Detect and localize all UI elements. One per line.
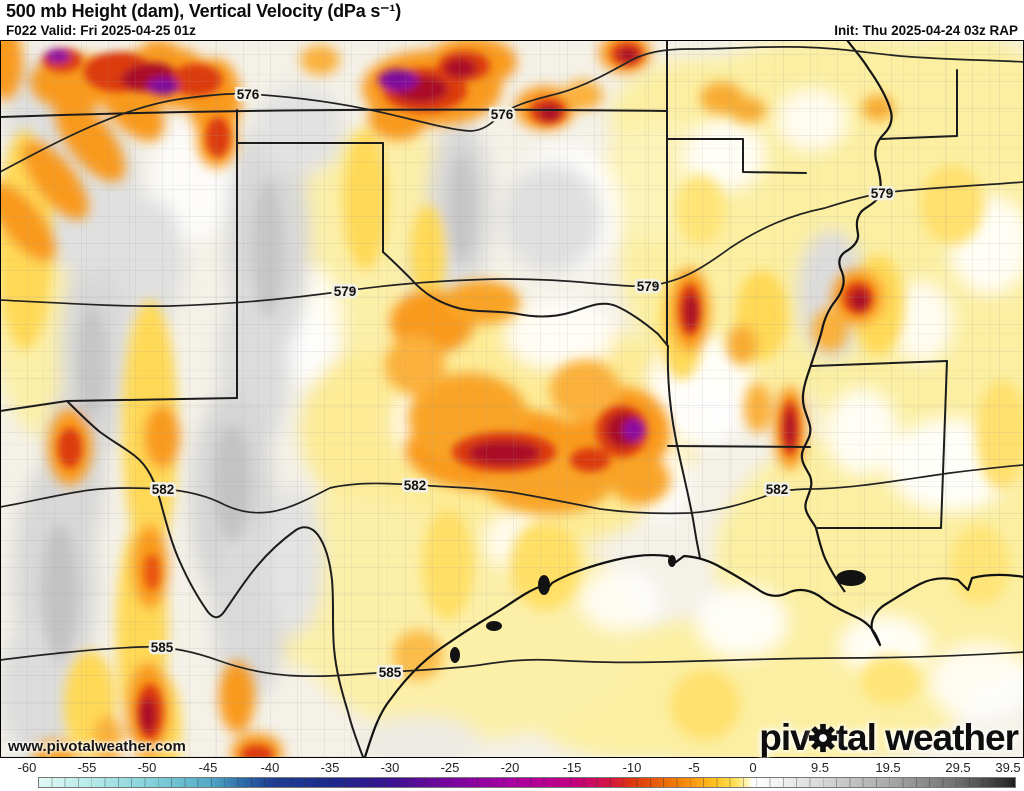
pivotal-weather-logo: piv ta (759, 714, 1019, 762)
colorbar-tick: -45 (198, 760, 218, 775)
colorbar-tick: 0 (749, 760, 757, 775)
colorbar-tick: -55 (77, 760, 97, 775)
colorbar-gradient (38, 777, 1016, 788)
mississippi-river (800, 41, 893, 593)
colorbar-tick: -25 (440, 760, 460, 775)
colorbar-tick: -5 (688, 760, 700, 775)
contour-label-576: 576 (237, 87, 260, 102)
contour-label-582: 582 (766, 482, 789, 497)
height-contours (1, 45, 1023, 678)
coastal-lakes (450, 555, 866, 663)
contour-585 (1, 646, 1023, 678)
state-borders (1, 41, 958, 757)
contour-576 (1, 45, 1023, 173)
colorbar-tick: 9.5 (810, 760, 830, 775)
colorbar-tick: 19.5 (875, 760, 901, 775)
colorbar-tick: 39.5 (995, 760, 1021, 775)
map-title: 500 mb Height (dam), Vertical Velocity (… (6, 1, 402, 21)
init-time: Init: Thu 2025-04-24 03z RAP (834, 23, 1018, 38)
contour-label-579: 579 (871, 186, 894, 201)
logo-text-piv: piv (759, 717, 810, 758)
gear-icon (808, 720, 838, 762)
contour-label-585: 585 (151, 640, 174, 655)
contour-label-579: 579 (637, 279, 660, 294)
valid-time: F022 Valid: Fri 2025-04-25 01z (6, 23, 196, 38)
contour-label-585: 585 (379, 665, 402, 680)
site-watermark: www.pivotalweather.com (8, 738, 186, 755)
colorbar-tick: -40 (260, 760, 280, 775)
contour-582 (1, 464, 1023, 515)
colorbar: -60 -55 -50 -45 -40 -35 -30 -25 -20 -15 … (0, 758, 1024, 791)
colorbar-tick: -35 (320, 760, 340, 775)
contour-579 (1, 181, 1023, 307)
colorbar-tick: -60 (17, 760, 37, 775)
colorbar-tick: 29.5 (945, 760, 971, 775)
gulf-coastline (363, 553, 1023, 757)
logo-text-tal-weather: tal weather (835, 717, 1019, 758)
contour-label-576: 576 (491, 107, 514, 122)
colorbar-tick: -15 (562, 760, 582, 775)
colorbar-tick: -20 (500, 760, 520, 775)
header: 500 mb Height (dam), Vertical Velocity (… (0, 0, 1024, 40)
contour-labels: 576 576 579 579 579 582 582 582 585 585 (148, 85, 896, 683)
colorbar-tick: -50 (137, 760, 157, 775)
contour-label-579: 579 (334, 284, 357, 299)
contour-label-582: 582 (404, 478, 427, 493)
colorbar-tick: -30 (380, 760, 400, 775)
contour-label-582: 582 (152, 482, 175, 497)
colorbar-tick: -10 (622, 760, 642, 775)
